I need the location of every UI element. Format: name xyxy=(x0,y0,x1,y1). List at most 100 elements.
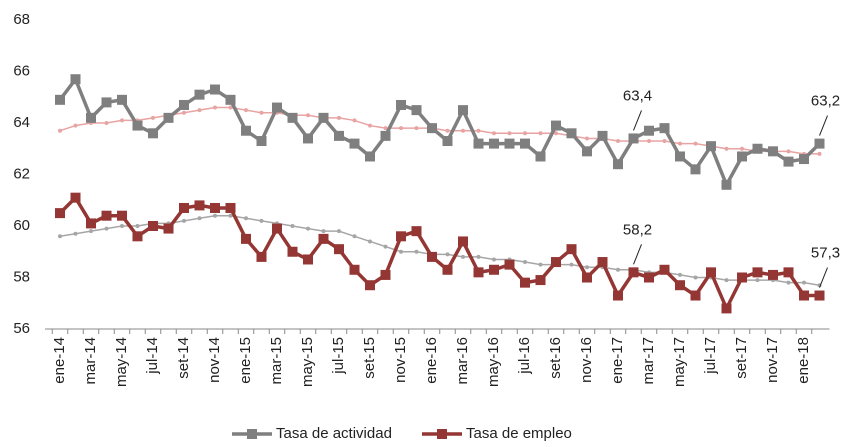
x-tick-label: set-17 xyxy=(733,337,750,379)
point xyxy=(690,290,701,301)
point xyxy=(628,267,639,278)
point xyxy=(287,112,298,123)
point xyxy=(693,275,698,280)
point xyxy=(768,269,778,280)
point xyxy=(504,259,515,270)
point xyxy=(399,126,403,131)
point xyxy=(259,110,264,115)
point xyxy=(244,216,248,221)
point xyxy=(163,112,174,123)
point xyxy=(55,94,65,105)
point xyxy=(523,260,527,265)
y-tick-label: 60 xyxy=(13,217,30,234)
point xyxy=(210,202,220,213)
point xyxy=(724,278,729,283)
point xyxy=(256,136,267,147)
point xyxy=(445,252,450,257)
point xyxy=(334,244,344,255)
point xyxy=(225,202,236,213)
x-tick-label: may-16 xyxy=(485,337,502,387)
point xyxy=(272,223,282,234)
point xyxy=(414,126,419,131)
series-line xyxy=(59,214,820,286)
point xyxy=(411,226,422,237)
point xyxy=(566,128,577,139)
point xyxy=(148,128,158,139)
point xyxy=(182,110,186,115)
x-tick-label: mar-16 xyxy=(454,337,471,385)
point xyxy=(101,97,112,108)
point xyxy=(182,218,186,223)
point xyxy=(461,254,465,259)
point xyxy=(786,280,791,285)
point xyxy=(352,234,357,239)
point xyxy=(721,303,732,314)
point xyxy=(706,267,716,278)
point xyxy=(613,159,623,170)
point xyxy=(396,99,406,110)
point xyxy=(89,229,93,234)
point xyxy=(383,126,388,131)
x-tick-label: jul-16 xyxy=(516,337,533,375)
point xyxy=(520,277,530,288)
x-tick-label: ene-17 xyxy=(609,337,626,384)
x-tick-label: ene-18 xyxy=(795,337,812,384)
point xyxy=(306,226,310,231)
y-tick-label: 64 xyxy=(13,114,30,131)
point xyxy=(752,143,763,154)
point xyxy=(721,179,732,190)
point xyxy=(597,257,608,268)
point xyxy=(523,131,527,136)
data-label: 57,3 xyxy=(811,244,840,261)
point xyxy=(535,151,546,162)
point xyxy=(535,275,546,286)
x-tick-label: nov-17 xyxy=(764,337,781,383)
point xyxy=(675,280,685,291)
point xyxy=(411,105,422,116)
point xyxy=(86,218,96,229)
point xyxy=(427,123,437,134)
y-tick-label: 66 xyxy=(13,62,30,79)
point xyxy=(287,246,298,257)
point xyxy=(690,164,701,175)
point xyxy=(241,233,251,244)
point xyxy=(817,151,822,156)
point xyxy=(520,138,530,149)
point xyxy=(427,251,437,262)
point xyxy=(399,249,403,254)
point xyxy=(442,136,453,147)
point xyxy=(613,290,623,301)
point xyxy=(442,264,453,275)
series-line xyxy=(58,75,821,189)
point xyxy=(120,118,124,123)
point xyxy=(566,244,577,255)
point xyxy=(678,272,682,277)
point xyxy=(414,249,419,254)
x-tick-label: ene-14 xyxy=(51,337,68,384)
point xyxy=(303,254,313,265)
leader-line xyxy=(633,110,642,131)
point xyxy=(799,154,809,165)
data-label: 63,2 xyxy=(811,93,840,110)
y-tick-label: 56 xyxy=(13,320,30,337)
point xyxy=(58,128,62,133)
x-tick-label: jul-17 xyxy=(702,337,719,375)
point xyxy=(737,272,747,283)
point xyxy=(365,151,375,162)
point xyxy=(396,231,406,242)
point xyxy=(551,257,561,268)
x-tick-label: mar-17 xyxy=(640,337,657,385)
point xyxy=(104,226,109,231)
point xyxy=(101,210,112,221)
point xyxy=(644,272,654,283)
point xyxy=(256,251,267,262)
point xyxy=(318,233,329,244)
point xyxy=(272,102,282,113)
point xyxy=(786,149,791,154)
point xyxy=(104,121,109,125)
point xyxy=(678,141,682,146)
x-tick-label: jul-14 xyxy=(144,337,161,375)
point xyxy=(73,231,78,236)
x-tick-label: ene-16 xyxy=(423,337,440,384)
